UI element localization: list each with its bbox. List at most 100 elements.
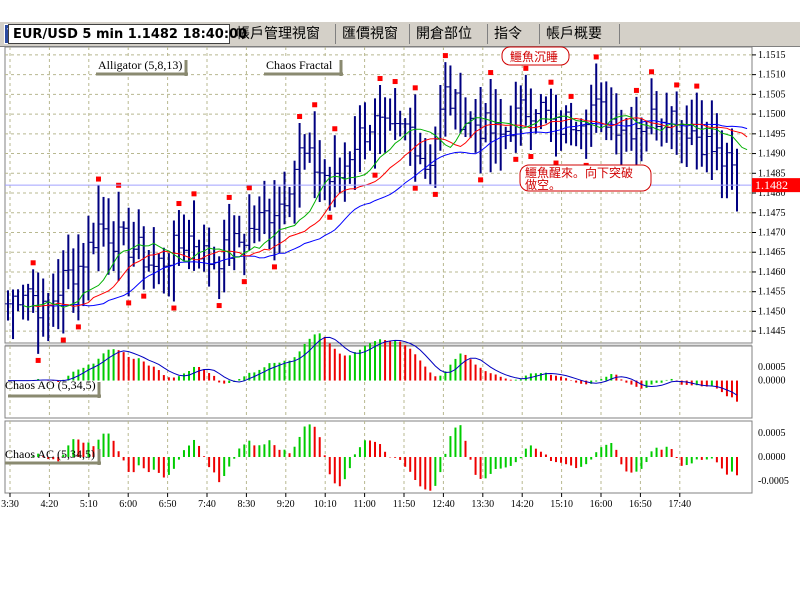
price-bar (40, 278, 47, 337)
tab-orders[interactable]: 指令 (490, 24, 540, 44)
price-bar (251, 205, 258, 244)
tab-quotes[interactable]: 匯價視窗 (338, 24, 410, 44)
tab-account-summary[interactable]: 帳戶概要 (542, 24, 620, 44)
fractal-up-marker (674, 82, 680, 88)
fractal-up-marker (377, 76, 383, 82)
fractal-down-marker (478, 177, 484, 183)
price-bar (366, 124, 373, 151)
fractal-up-marker (392, 79, 398, 85)
ac-label-box: Chaos AC (5,34,5) (5, 447, 101, 465)
fractal-up-marker (246, 185, 252, 191)
fractal-down-marker (75, 324, 81, 330)
price-bar (527, 88, 534, 151)
fractal-down-marker (216, 303, 222, 309)
chaos-ao-label: Chaos AO (5,34,5) (5, 378, 96, 392)
ac-tick-label: -0.0005 (758, 476, 789, 487)
price-bar (688, 99, 695, 146)
fractal-up-marker (442, 53, 448, 59)
price-bar (452, 89, 459, 130)
price-bar (417, 132, 424, 165)
price-bar (522, 74, 529, 126)
fractal-up-marker (649, 69, 655, 75)
price-bar (703, 121, 710, 173)
fractal-up-marker (30, 260, 36, 266)
price-bar (155, 253, 162, 285)
ao-panel-border (4, 345, 753, 419)
price-bar (201, 224, 208, 272)
price-bar (130, 221, 137, 267)
time-tick-label: 8:30 (238, 499, 256, 510)
ac-tick-label: 0.0000 (758, 452, 786, 463)
fractal-down-marker (412, 185, 418, 191)
price-bar (537, 94, 544, 130)
price-bar (105, 198, 112, 275)
price-tick-label: 1.1480 (758, 188, 786, 199)
price-tick-label: 1.1450 (758, 306, 786, 317)
price-bar (356, 105, 363, 173)
price-tick-label: 1.1445 (758, 326, 786, 337)
tab-open-positions[interactable]: 開倉部位 (412, 24, 488, 44)
fractal-down-marker (553, 160, 559, 166)
price-bar (693, 92, 700, 170)
price-bar (321, 159, 328, 201)
time-tick-label: 7:40 (198, 499, 216, 510)
annotation-awake: 鱷魚醒來。向下突破 做空。 (519, 164, 652, 192)
price-bar (512, 81, 519, 153)
fractal-down-marker (126, 300, 132, 306)
fractal-down-marker (432, 191, 438, 197)
price-bar (35, 272, 42, 354)
time-tick-label: 6:50 (159, 499, 177, 510)
price-bar (261, 180, 268, 235)
fractal-down-marker (171, 305, 177, 311)
price-bar (457, 72, 464, 134)
alligator-jaw-line (48, 120, 748, 307)
time-tick-label: 15:10 (550, 499, 573, 510)
fractal-up-marker (312, 102, 318, 108)
ao-signal-line (8, 336, 738, 396)
alligator-teeth-line (32, 117, 748, 308)
fractal-down-marker (60, 337, 66, 343)
price-bar (231, 215, 238, 271)
chaos-fractal-label: Chaos Fractal (266, 58, 333, 72)
tab-account-management[interactable]: 帳戶管理視窗 (232, 24, 336, 44)
price-tick-label: 1.1460 (758, 267, 786, 278)
ac-tick-label: 0.0005 (758, 428, 786, 439)
fractal-up-marker (523, 65, 529, 71)
price-bar (90, 222, 97, 255)
chart-tab-bar: EUR/USD 5 min 1.1482 18:40:00 帳戶管理視窗 匯價視… (0, 22, 800, 47)
price-bar (502, 126, 509, 150)
price-bar (387, 98, 394, 131)
price-bar (472, 99, 479, 153)
axes: 1.1515 1.1510 1.1505 1.1500 1.1495 1.1490 1.14… (1, 50, 800, 510)
price-bar (497, 98, 504, 171)
price-tick-label: 1.1505 (758, 89, 786, 100)
fractal-up-marker (191, 191, 197, 197)
price-bar (487, 79, 494, 173)
price-bar (256, 196, 263, 242)
price-bar (75, 234, 82, 321)
ao-panel (8, 333, 738, 402)
price-bar (734, 148, 740, 212)
last-price-tag-label: 1.1482 (755, 178, 788, 192)
price-bar (170, 220, 177, 302)
price-bar (281, 171, 288, 225)
annotation-awake-text: 鱷魚醒來。向下突破 (525, 165, 633, 180)
price-bar (95, 185, 102, 272)
price-tick-label: 1.1510 (758, 70, 786, 81)
price-bar (412, 94, 419, 182)
fractal-down-marker (241, 279, 247, 285)
fractal-up-marker (694, 83, 700, 89)
price-bar (628, 106, 635, 151)
time-tick-label: 16:00 (590, 499, 613, 510)
price-bar (160, 247, 167, 294)
tab-chart-eurusd[interactable]: EUR/USD 5 min 1.1482 18:40:00 (8, 24, 247, 44)
fractal-up-marker (297, 114, 303, 120)
price-bar (336, 157, 343, 194)
price-bar (708, 100, 715, 181)
fractal-down-marker (372, 172, 378, 178)
annotation-short-text: 做空。 (525, 177, 561, 192)
price-bar (25, 283, 32, 321)
price-panel (5, 53, 752, 363)
price-bar (180, 214, 187, 261)
